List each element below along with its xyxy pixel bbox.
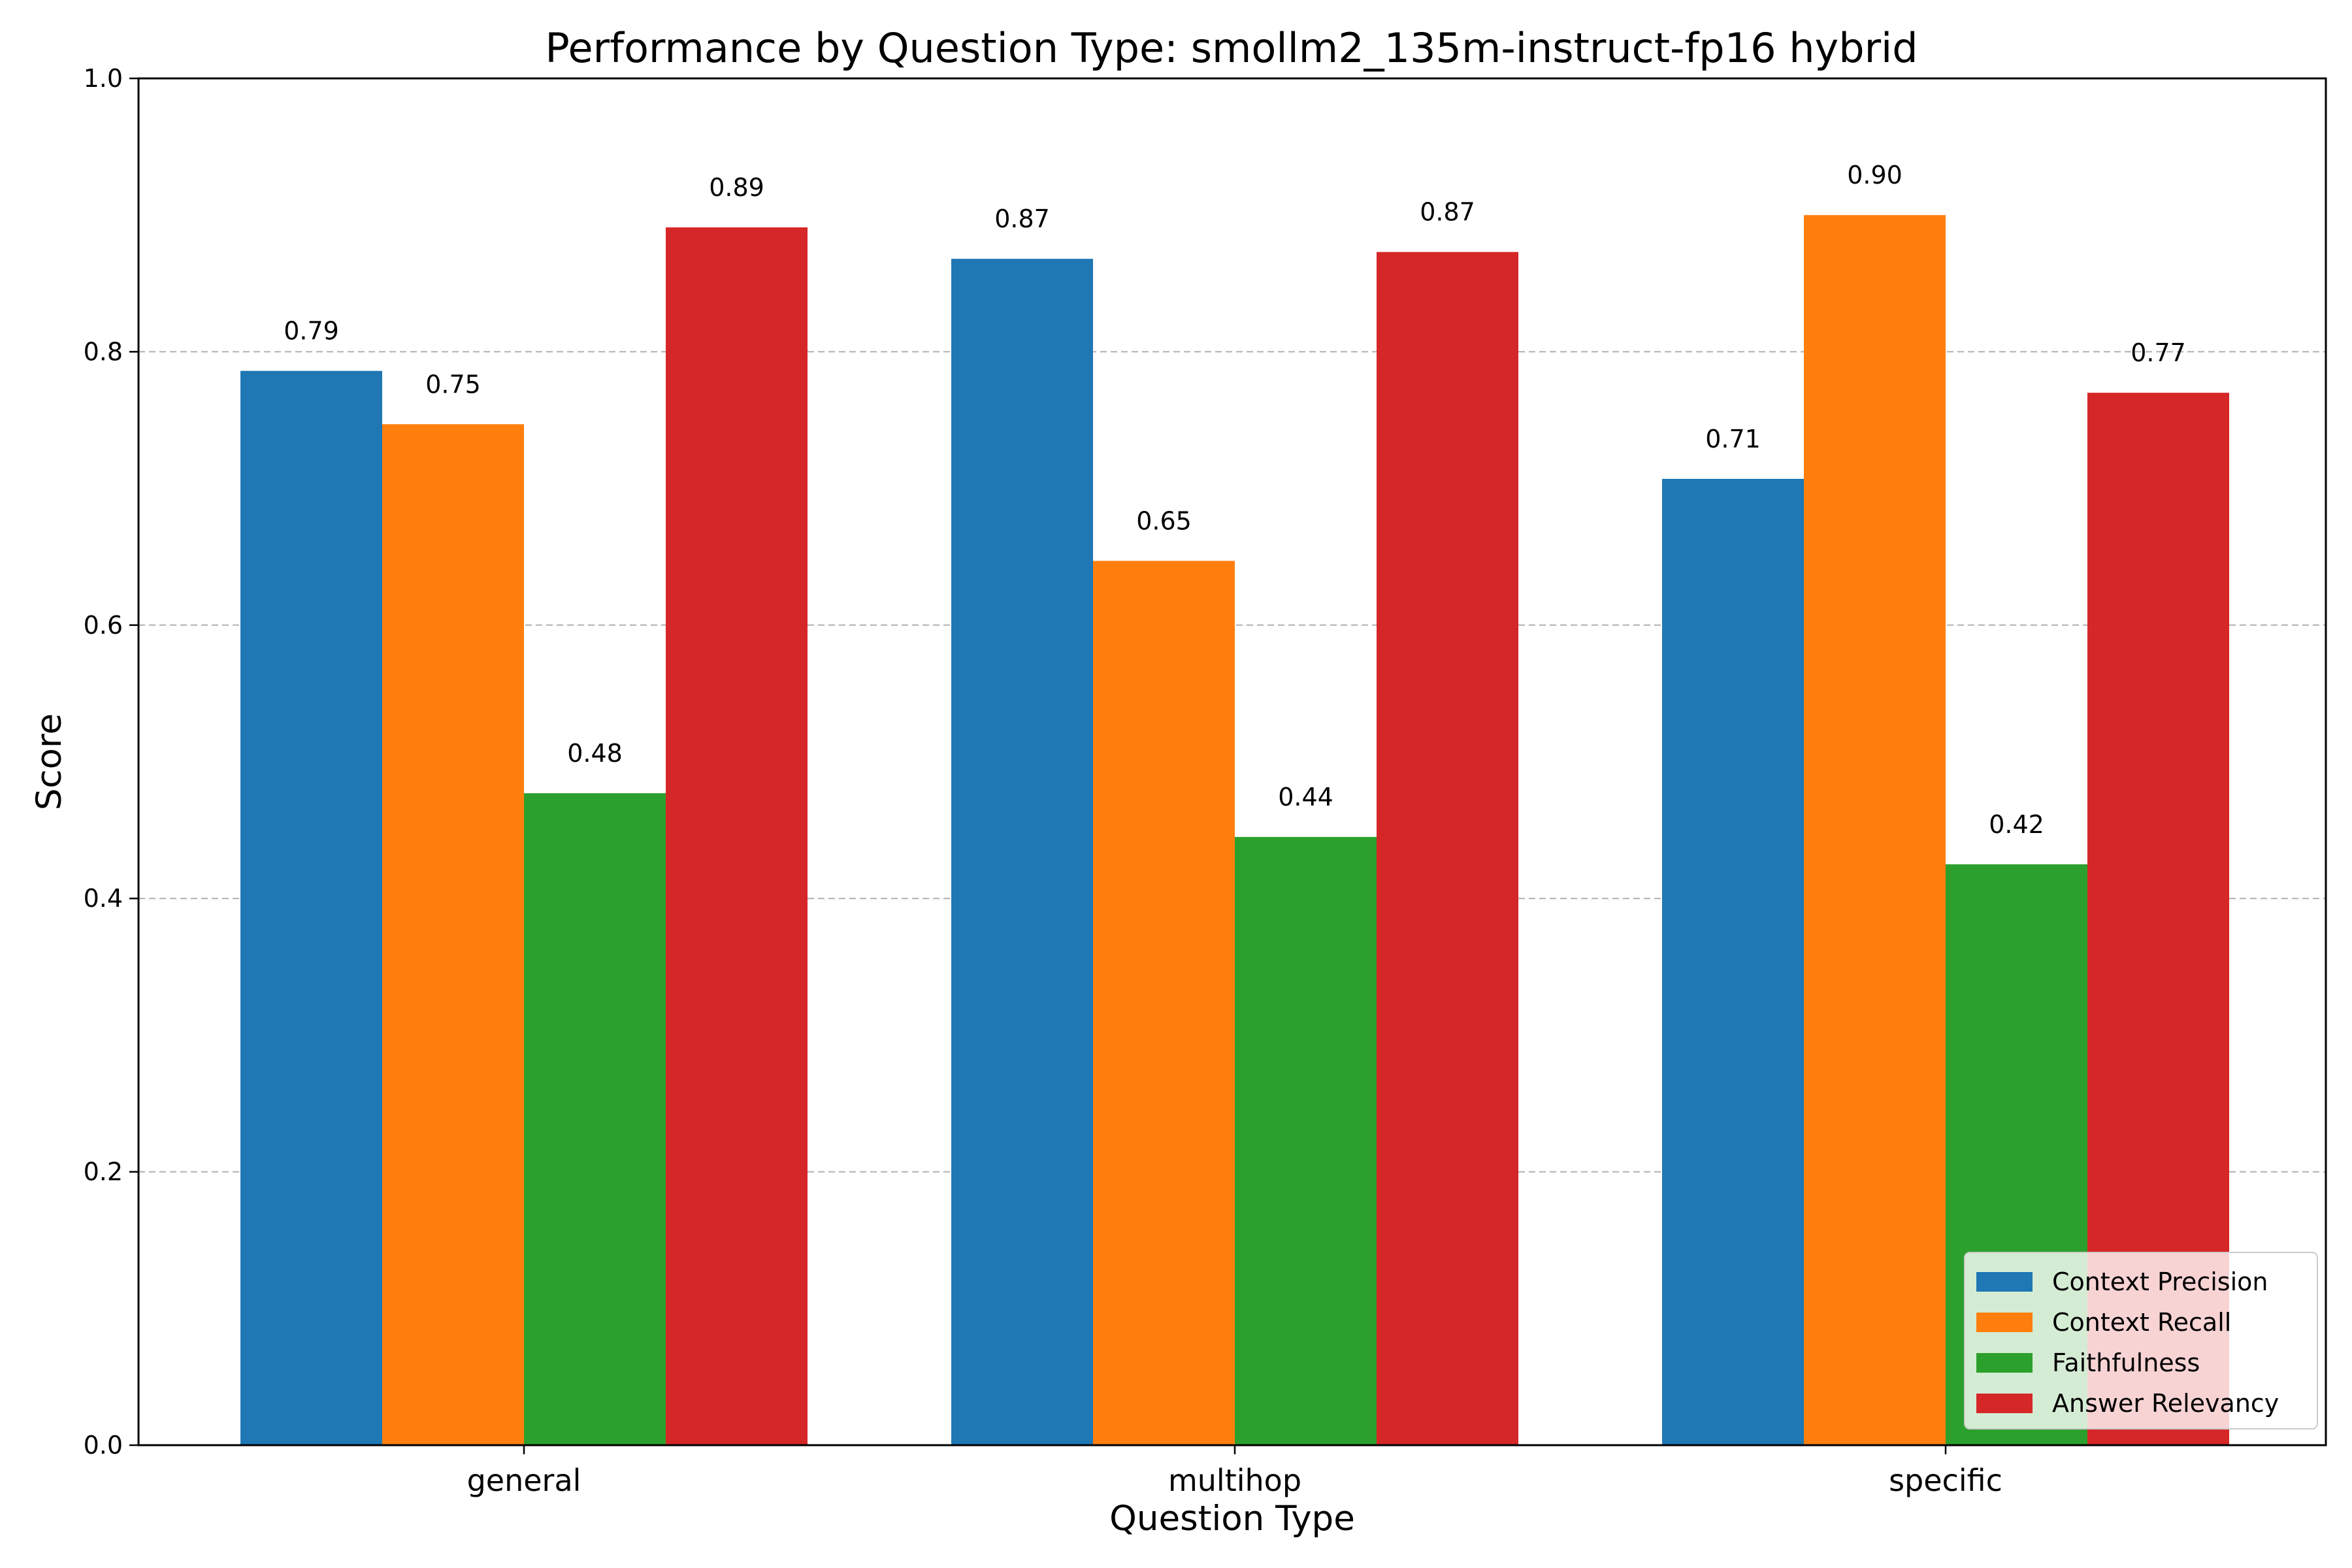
legend: Context Precision Context Recall Faithfuln… <box>1964 1252 2318 1429</box>
bar-faithfulness-general <box>524 793 666 1445</box>
bar-faithfulness-multihop <box>1235 837 1377 1445</box>
data-label: 0.87 <box>994 204 1050 233</box>
y-tick-label: 0.0 <box>84 1431 123 1460</box>
y-axis-label: Score <box>29 713 69 810</box>
data-label: 0.77 <box>2131 338 2186 367</box>
y-tick-label: 0.6 <box>84 611 123 640</box>
data-label: 0.48 <box>567 739 623 768</box>
bars <box>240 215 2229 1446</box>
legend-box <box>1964 1252 2318 1429</box>
data-label: 0.42 <box>1989 810 2044 839</box>
axis-ticks: 0.0 0.2 0.4 0.6 0.8 1.0 general multihop specifi… <box>84 64 2002 1498</box>
bar-answer-relevancy-multihop <box>1377 252 1518 1446</box>
data-label: 0.65 <box>1136 506 1192 535</box>
x-axis-label: Question Type <box>1109 1499 1355 1539</box>
legend-swatch <box>1976 1313 2033 1332</box>
bar-context-precision-multihop <box>951 259 1093 1445</box>
data-label: 0.90 <box>1847 161 1903 189</box>
data-label: 0.71 <box>1705 425 1761 453</box>
data-label: 0.75 <box>425 370 481 399</box>
x-tick-label-specific: specific <box>1889 1463 2002 1498</box>
legend-swatch <box>1976 1272 2033 1292</box>
x-tick-label-general: general <box>467 1463 581 1498</box>
plot-area-frame <box>137 77 2327 1446</box>
bar-context-precision-general <box>240 370 382 1445</box>
legend-label: Faithfulness <box>2052 1348 2200 1377</box>
bar-context-recall-multihop <box>1093 561 1235 1445</box>
data-label: 0.44 <box>1278 783 1333 811</box>
y-tick-label: 0.8 <box>84 337 123 366</box>
bar-answer-relevancy-general <box>666 227 808 1445</box>
legend-swatch <box>1976 1353 2033 1373</box>
data-label: 0.79 <box>284 317 339 346</box>
data-labels: 0.79 0.75 0.48 0.89 0.87 0.65 0.44 0.87 0.71 0.90… <box>284 161 2186 839</box>
chart-title: Performance by Question Type: smollm2_13… <box>545 24 1918 72</box>
legend-label: Context Recall <box>2052 1308 2231 1337</box>
y-tick-label: 0.4 <box>84 884 123 913</box>
data-label: 0.87 <box>1420 198 1475 227</box>
legend-label: Answer Relevancy <box>2052 1389 2279 1418</box>
legend-label: Context Precision <box>2052 1267 2268 1296</box>
y-tick-label: 0.2 <box>84 1158 123 1186</box>
data-label: 0.89 <box>709 173 764 202</box>
bar-context-recall-general <box>382 424 524 1445</box>
bar-context-precision-specific <box>1662 478 1804 1445</box>
y-tick-label: 1.0 <box>84 64 123 93</box>
x-tick-label-multihop: multihop <box>1168 1463 1301 1498</box>
legend-swatch <box>1976 1394 2033 1413</box>
bar-context-recall-specific <box>1804 215 1946 1446</box>
